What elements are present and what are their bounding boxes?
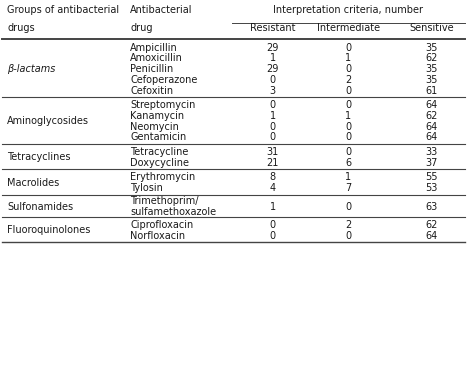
Text: 2: 2 [345, 220, 352, 230]
Text: 0: 0 [270, 100, 275, 110]
Text: Macrolides: Macrolides [7, 178, 59, 188]
Text: 35: 35 [425, 43, 438, 53]
Text: 1: 1 [270, 111, 275, 121]
Text: Tetracycline: Tetracycline [130, 147, 189, 157]
Text: 64: 64 [425, 100, 438, 110]
Text: 63: 63 [425, 202, 438, 212]
Text: 64: 64 [425, 122, 438, 132]
Text: 0: 0 [346, 100, 351, 110]
Text: 1: 1 [270, 202, 275, 212]
Text: drugs: drugs [7, 23, 35, 33]
Text: Norfloxacin: Norfloxacin [130, 231, 185, 241]
Text: 6: 6 [346, 158, 351, 168]
Text: 33: 33 [425, 147, 438, 157]
Text: 1: 1 [346, 53, 351, 63]
Text: 29: 29 [266, 43, 279, 53]
Text: 1: 1 [346, 111, 351, 121]
Text: 0: 0 [270, 231, 275, 241]
Text: Groups of antibacterial: Groups of antibacterial [7, 5, 119, 15]
Text: 64: 64 [425, 132, 438, 142]
Text: 0: 0 [346, 43, 351, 53]
Text: Cefoperazone: Cefoperazone [130, 75, 198, 85]
Text: 62: 62 [425, 111, 438, 121]
Text: 3: 3 [270, 86, 275, 96]
Text: 0: 0 [270, 220, 275, 230]
Text: Doxycycline: Doxycycline [130, 158, 189, 168]
Text: 2: 2 [345, 75, 352, 85]
Text: Interpretation criteria, number: Interpretation criteria, number [273, 5, 423, 15]
Text: 0: 0 [346, 147, 351, 157]
Text: Kanamycin: Kanamycin [130, 111, 184, 121]
Text: Fluoroquinolones: Fluoroquinolones [7, 225, 91, 235]
Text: 64: 64 [425, 231, 438, 241]
Text: 1: 1 [346, 172, 351, 182]
Text: Intermediate: Intermediate [317, 23, 380, 33]
Text: Sensitive: Sensitive [409, 23, 454, 33]
Text: 0: 0 [346, 202, 351, 212]
Text: 0: 0 [270, 122, 275, 132]
Text: 8: 8 [270, 172, 275, 182]
Text: Neomycin: Neomycin [130, 122, 179, 132]
Text: 62: 62 [425, 53, 438, 63]
Text: 7: 7 [345, 183, 352, 193]
Text: 31: 31 [266, 147, 279, 157]
Text: 21: 21 [266, 158, 279, 168]
Text: 0: 0 [270, 132, 275, 142]
Text: Gentamicin: Gentamicin [130, 132, 187, 142]
Text: 1: 1 [270, 53, 275, 63]
Text: 0: 0 [346, 86, 351, 96]
Text: Erythromycin: Erythromycin [130, 172, 196, 182]
Text: 0: 0 [346, 64, 351, 74]
Text: 55: 55 [425, 172, 438, 182]
Text: Resistant: Resistant [250, 23, 295, 33]
Text: Ampicillin: Ampicillin [130, 43, 178, 53]
Text: 37: 37 [425, 158, 438, 168]
Text: Antibacterial: Antibacterial [130, 5, 193, 15]
Text: 0: 0 [346, 231, 351, 241]
Text: 61: 61 [425, 86, 438, 96]
Text: β-lactams: β-lactams [7, 64, 55, 74]
Text: Tetracyclines: Tetracyclines [7, 152, 71, 162]
Text: Cefoxitin: Cefoxitin [130, 86, 173, 96]
Text: 35: 35 [425, 75, 438, 85]
Text: Trimethoprim/
sulfamethoxazole: Trimethoprim/ sulfamethoxazole [130, 196, 217, 217]
Text: 35: 35 [425, 64, 438, 74]
Text: 0: 0 [346, 122, 351, 132]
Text: 62: 62 [425, 220, 438, 230]
Text: 29: 29 [266, 64, 279, 74]
Text: 4: 4 [270, 183, 275, 193]
Text: Ciprofloxacin: Ciprofloxacin [130, 220, 193, 230]
Text: drug: drug [130, 23, 153, 33]
Text: Aminoglycosides: Aminoglycosides [7, 116, 89, 126]
Text: Tylosin: Tylosin [130, 183, 163, 193]
Text: Penicillin: Penicillin [130, 64, 173, 74]
Text: Amoxicillin: Amoxicillin [130, 53, 183, 63]
Text: 53: 53 [425, 183, 438, 193]
Text: Streptomycin: Streptomycin [130, 100, 196, 110]
Text: 0: 0 [270, 75, 275, 85]
Text: 0: 0 [346, 132, 351, 142]
Text: Sulfonamides: Sulfonamides [7, 202, 73, 212]
